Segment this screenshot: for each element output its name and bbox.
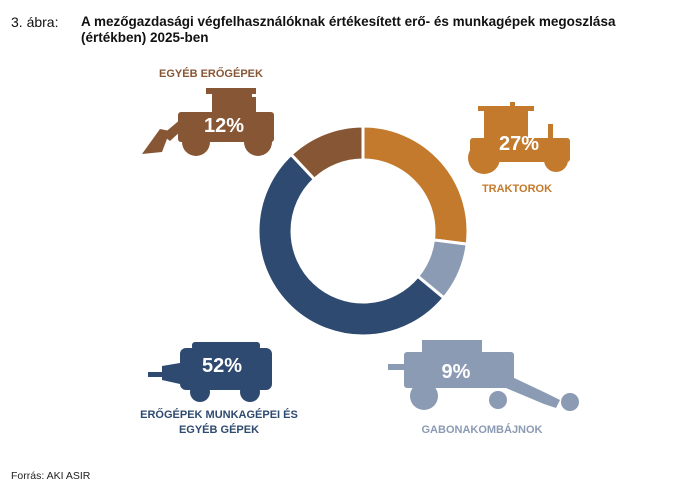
slice-value-label-4: 12% xyxy=(204,115,244,137)
slice-labels: 27% TRAKTOROK 9% GABONAKOMBÁJNOK 52% ERŐGÉPEK… xyxy=(140,67,552,436)
donut-slices xyxy=(256,124,470,338)
slice-3 xyxy=(256,152,447,338)
slice-4 xyxy=(289,124,365,182)
baler-icon xyxy=(148,342,272,402)
slice-category-label-2: GABONAKOMBÁJNOK xyxy=(422,423,543,436)
slice-category-label-3-line-1: ERŐGÉPEK MUNKAGÉPEI ÉS xyxy=(140,408,298,421)
source-note: Forrás: AKI ASIR xyxy=(11,470,91,482)
slice-value-label-3: 52% xyxy=(202,355,242,377)
combine-harvester-icon xyxy=(388,340,579,411)
figure-number: 3. ábra: xyxy=(11,14,59,30)
slice-value-label-2: 9% xyxy=(442,361,471,383)
tractor-icon xyxy=(468,102,570,174)
wheel-loader-icon xyxy=(142,88,274,156)
slice-value-label-1: 27% xyxy=(499,133,539,155)
figure-title: A mezőgazdasági végfelhasználóknak érték… xyxy=(81,14,616,45)
slice-category-label-4: EGYÉB ERŐGÉPEK xyxy=(159,67,263,80)
slice-category-label-3-line-2: EGYÉB GÉPEK xyxy=(179,423,259,436)
slice-1 xyxy=(361,124,470,246)
slice-category-label-1: TRAKTOROK xyxy=(482,183,552,195)
